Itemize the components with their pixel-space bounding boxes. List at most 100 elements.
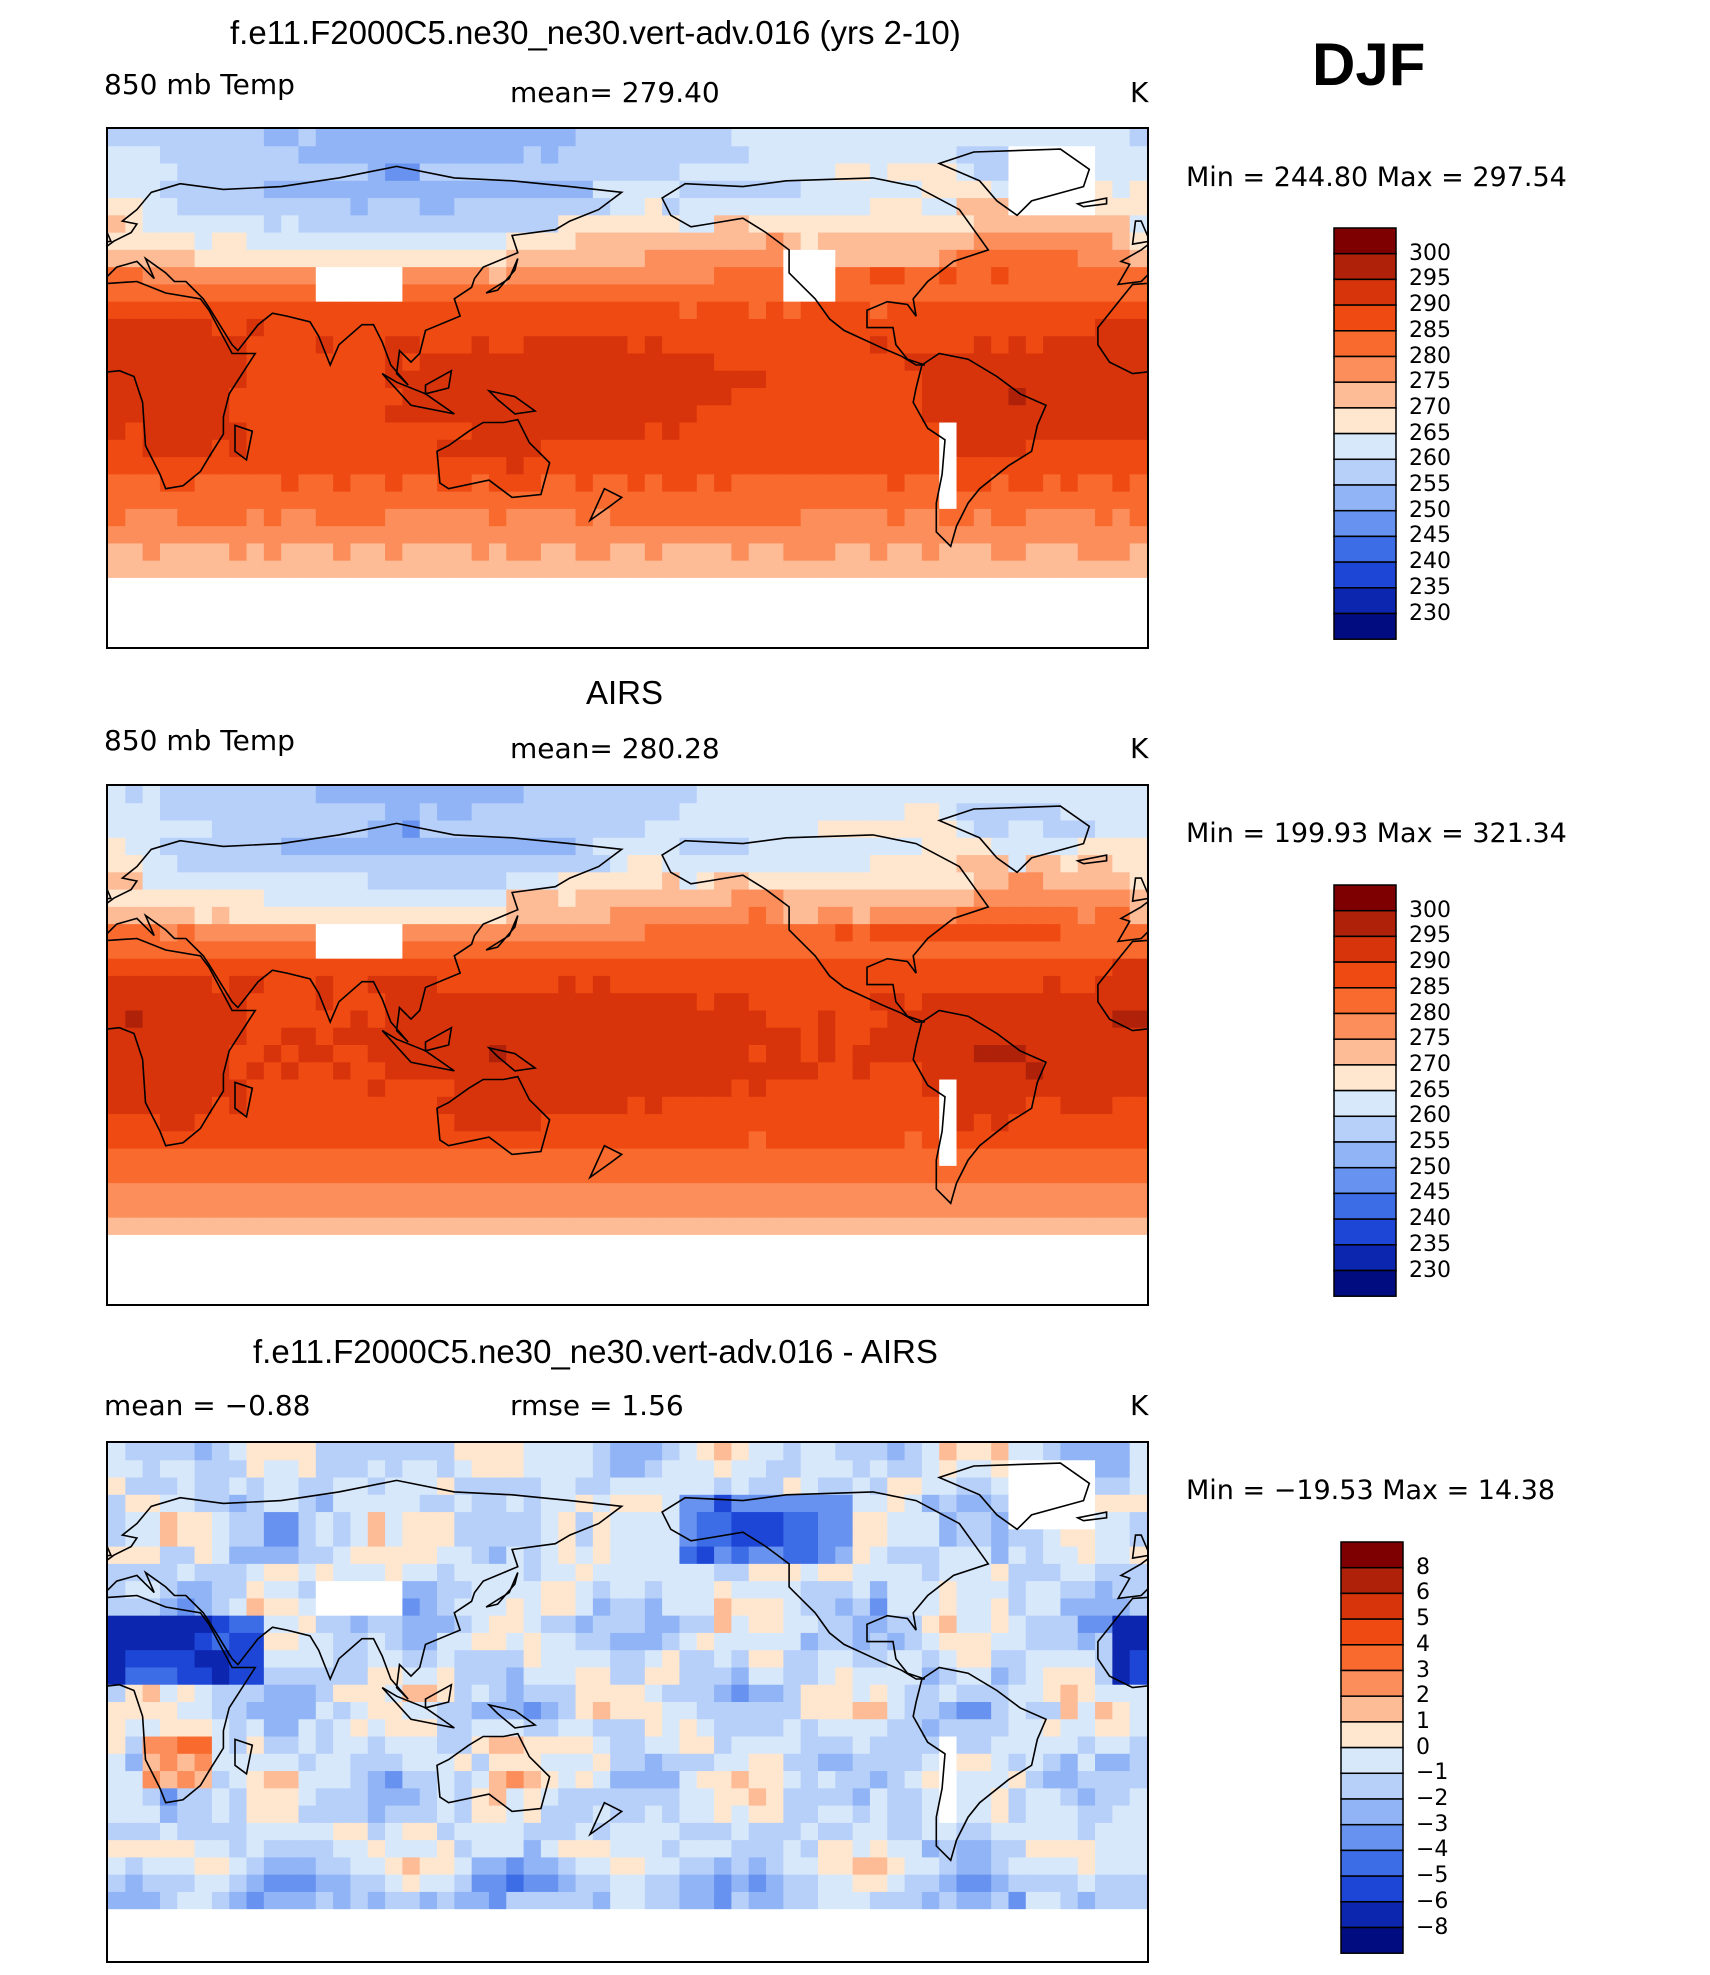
field-cell <box>679 629 698 647</box>
field-cell <box>1025 1183 1044 1201</box>
field-cell <box>783 820 802 839</box>
field-cell <box>1008 629 1027 647</box>
field-cell <box>1095 855 1113 873</box>
field-cell <box>159 508 178 527</box>
field-cell <box>333 1563 352 1582</box>
field-cell <box>229 837 248 856</box>
field-cell <box>973 1217 992 1236</box>
field-cell <box>904 837 923 856</box>
field-cell <box>973 215 992 234</box>
field-cell <box>246 129 265 147</box>
field-cell <box>471 1200 490 1219</box>
field-cell <box>229 595 248 614</box>
field-cell <box>298 215 317 234</box>
field-cell <box>679 370 698 389</box>
field-cell <box>627 1512 646 1530</box>
field-cell <box>419 1217 438 1236</box>
field-cell <box>696 1753 715 1772</box>
field-cell <box>281 457 300 475</box>
field-cell <box>211 629 230 647</box>
field-cell <box>1077 284 1096 303</box>
field-cell <box>592 1736 611 1755</box>
field-cell <box>298 491 317 510</box>
field-cell <box>159 1753 178 1772</box>
field-cell <box>748 1027 767 1046</box>
field-cell <box>644 1546 663 1565</box>
field-cell <box>904 1529 923 1548</box>
field-cell <box>939 1753 958 1772</box>
field-cell <box>973 1563 992 1582</box>
field-cell <box>315 129 334 147</box>
field-cell <box>1025 1667 1044 1686</box>
field-cell <box>991 1477 1010 1496</box>
field-cell <box>696 491 715 510</box>
field-cell <box>315 1010 334 1029</box>
field-cell <box>471 457 490 475</box>
field-cell <box>852 1183 871 1201</box>
field-cell <box>662 1632 681 1651</box>
field-cell <box>1077 975 1096 994</box>
field-cell <box>662 595 681 614</box>
field-cell <box>454 993 473 1012</box>
field-cell <box>159 820 178 839</box>
field-cell <box>108 508 126 527</box>
field-cell <box>973 1512 992 1530</box>
field-cell <box>333 837 352 856</box>
field-cell <box>592 906 611 925</box>
field-cell <box>506 1443 525 1461</box>
field-cell <box>367 1200 386 1219</box>
field-cell <box>229 629 248 647</box>
colorbar-tick-label: 240 <box>1409 1206 1451 1232</box>
field-cell <box>575 1443 594 1461</box>
field-cell <box>540 129 559 147</box>
field-cell <box>540 267 559 285</box>
field-cell <box>558 1045 577 1063</box>
field-cell <box>610 1200 629 1219</box>
field-cell <box>540 249 559 268</box>
field-cell <box>402 1494 421 1513</box>
field-cell <box>783 1632 802 1651</box>
field-cell <box>540 1581 559 1599</box>
field-cell <box>385 837 403 856</box>
field-cell <box>1060 543 1079 562</box>
field-cell <box>575 1286 594 1304</box>
field-cell <box>194 577 213 596</box>
field-cell <box>315 370 334 389</box>
field-cell <box>696 1010 715 1029</box>
field-cell <box>1060 439 1079 458</box>
field-cell <box>315 1736 334 1755</box>
field-cell <box>229 1667 248 1686</box>
field-cell <box>367 629 386 647</box>
field-cell <box>817 1217 836 1236</box>
field-cell <box>1112 1546 1131 1565</box>
field-cell <box>333 215 352 234</box>
field-cell <box>956 1753 975 1772</box>
field-cell <box>298 198 317 216</box>
field-cell <box>108 1217 126 1236</box>
field-cell <box>454 198 473 216</box>
field-cell <box>766 336 784 355</box>
field-cell <box>1043 1027 1062 1046</box>
field-cell <box>229 1650 248 1669</box>
field-cell <box>1129 629 1147 647</box>
field-cell <box>627 526 646 544</box>
field-cell <box>904 1148 923 1167</box>
panel-2-units-label: K <box>1130 732 1149 765</box>
field-cell <box>921 1719 940 1738</box>
field-cell <box>1060 526 1079 544</box>
field-cell <box>246 1736 265 1755</box>
field-cell <box>592 284 611 303</box>
field-cell <box>627 146 646 165</box>
field-cell <box>1043 1183 1062 1201</box>
field-cell <box>921 1598 940 1617</box>
field-cell <box>939 284 958 303</box>
field-cell <box>350 872 369 891</box>
field-cell <box>748 336 767 355</box>
field-cell <box>1008 301 1027 320</box>
field-cell <box>385 906 403 925</box>
field-cell <box>298 1252 317 1271</box>
field-cell <box>454 924 473 942</box>
field-cell <box>1077 491 1096 510</box>
field-cell <box>315 1165 334 1184</box>
field-cell <box>315 1719 334 1738</box>
